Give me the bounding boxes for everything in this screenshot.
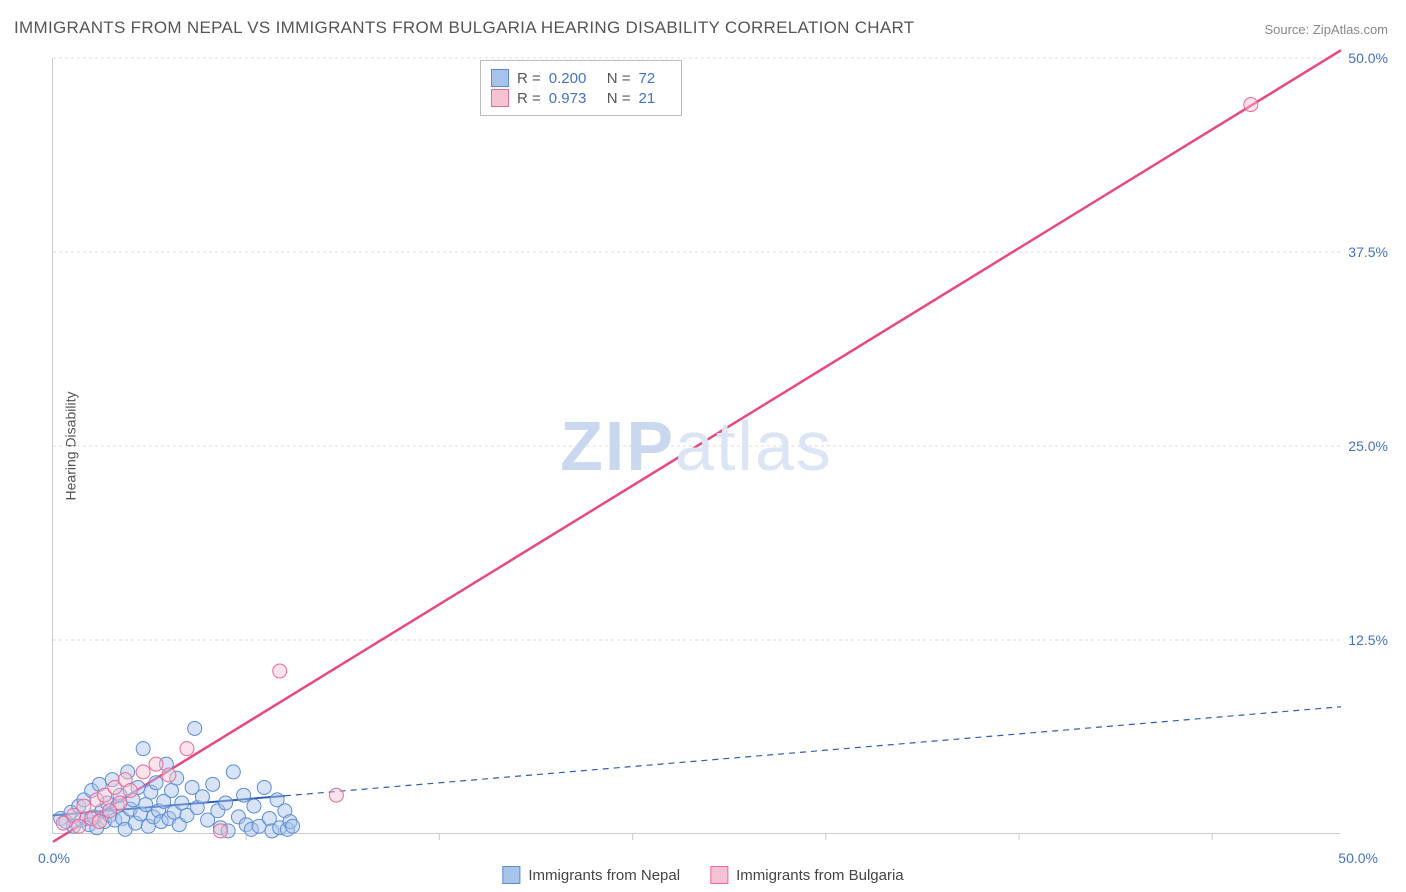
x-origin-label: 0.0% [38,850,70,866]
r-value: 0.200 [549,70,599,87]
n-value: 72 [639,70,667,87]
scatter-chart-svg [53,58,1341,834]
series-swatch [491,89,509,107]
y-tick-label: 50.0% [1348,50,1388,66]
stats-box: R = 0.200 N = 72 R = 0.973 N = 21 [480,60,682,116]
legend-item: Immigrants from Bulgaria [710,866,904,884]
bottom-legend: Immigrants from Nepal Immigrants from Bul… [502,866,903,884]
legend-swatch [502,866,520,884]
y-tick-label: 25.0% [1348,438,1388,454]
y-tick-label: 12.5% [1348,632,1388,648]
series-swatch [491,69,509,87]
stats-row: R = 0.973 N = 21 [491,89,667,107]
r-label: R = [517,70,541,87]
plot-area: ZIPatlas [52,58,1340,834]
legend-swatch [710,866,728,884]
r-label: R = [517,90,541,107]
r-value: 0.973 [549,90,599,107]
n-value: 21 [639,90,667,107]
y-tick-label: 37.5% [1348,244,1388,260]
legend-item: Immigrants from Nepal [502,866,680,884]
chart-title: IMMIGRANTS FROM NEPAL VS IMMIGRANTS FROM… [14,18,914,38]
legend-label: Immigrants from Nepal [528,867,680,884]
source-label: Source: ZipAtlas.com [1264,22,1388,37]
legend-label: Immigrants from Bulgaria [736,867,904,884]
x-max-label: 50.0% [1338,850,1378,866]
n-label: N = [607,70,631,87]
n-label: N = [607,90,631,107]
stats-row: R = 0.200 N = 72 [491,69,667,87]
